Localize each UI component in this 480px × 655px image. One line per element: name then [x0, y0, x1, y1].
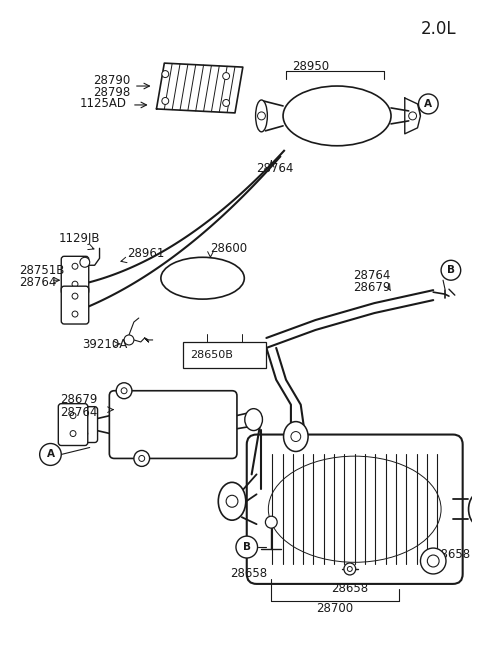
Ellipse shape — [468, 493, 480, 526]
Circle shape — [223, 100, 229, 107]
Circle shape — [474, 503, 480, 515]
Text: 28658: 28658 — [433, 548, 470, 561]
Circle shape — [441, 260, 461, 280]
Circle shape — [72, 293, 78, 299]
Circle shape — [80, 257, 90, 267]
Circle shape — [419, 94, 438, 114]
Ellipse shape — [255, 100, 267, 132]
Circle shape — [408, 112, 417, 120]
Circle shape — [139, 455, 144, 461]
Circle shape — [223, 73, 229, 79]
Circle shape — [162, 71, 169, 77]
Text: 28751B: 28751B — [19, 264, 64, 277]
Ellipse shape — [283, 86, 391, 146]
Text: 28650B: 28650B — [190, 350, 233, 360]
Text: 28764: 28764 — [257, 162, 294, 175]
Circle shape — [116, 383, 132, 399]
Bar — [183, 342, 266, 368]
FancyBboxPatch shape — [61, 286, 89, 324]
Text: 2.0L: 2.0L — [420, 20, 456, 38]
Text: 28600: 28600 — [210, 242, 248, 255]
Circle shape — [121, 388, 127, 394]
Circle shape — [70, 430, 76, 436]
Text: 39210A: 39210A — [82, 339, 127, 352]
Text: 28658: 28658 — [331, 582, 368, 595]
Circle shape — [70, 413, 76, 419]
Text: B: B — [447, 265, 455, 275]
Circle shape — [265, 516, 277, 528]
Text: 28658: 28658 — [230, 567, 267, 580]
Circle shape — [291, 432, 301, 441]
Text: 28764: 28764 — [19, 276, 57, 289]
FancyBboxPatch shape — [109, 391, 237, 458]
Text: 28764: 28764 — [60, 406, 97, 419]
Circle shape — [236, 536, 258, 558]
Text: 28764: 28764 — [353, 269, 390, 282]
Ellipse shape — [284, 422, 308, 451]
Circle shape — [420, 548, 446, 574]
Circle shape — [72, 263, 78, 269]
Text: 28790: 28790 — [93, 73, 130, 86]
FancyBboxPatch shape — [61, 256, 89, 294]
FancyBboxPatch shape — [58, 403, 88, 445]
Text: 28679: 28679 — [60, 393, 97, 406]
Circle shape — [226, 495, 238, 507]
Circle shape — [72, 281, 78, 287]
Circle shape — [82, 430, 88, 436]
Circle shape — [124, 335, 134, 345]
Text: 28950: 28950 — [292, 60, 329, 73]
Text: 1129JB: 1129JB — [58, 232, 100, 245]
Circle shape — [162, 98, 169, 104]
Ellipse shape — [161, 257, 244, 299]
Circle shape — [427, 555, 439, 567]
Text: 28798: 28798 — [93, 86, 130, 98]
Ellipse shape — [218, 482, 246, 520]
Circle shape — [348, 567, 352, 571]
Text: B: B — [243, 542, 251, 552]
Circle shape — [258, 112, 265, 120]
Circle shape — [344, 563, 356, 575]
FancyBboxPatch shape — [247, 434, 463, 584]
Text: 1125AD: 1125AD — [80, 98, 127, 111]
FancyBboxPatch shape — [72, 407, 97, 443]
Text: 28961: 28961 — [127, 247, 164, 260]
Circle shape — [72, 311, 78, 317]
Text: A: A — [47, 449, 54, 459]
Text: A: A — [424, 99, 432, 109]
Circle shape — [82, 413, 88, 419]
Text: 28679: 28679 — [353, 281, 390, 293]
Circle shape — [40, 443, 61, 466]
Ellipse shape — [245, 409, 263, 430]
Text: 28700: 28700 — [316, 603, 354, 615]
Circle shape — [134, 451, 150, 466]
